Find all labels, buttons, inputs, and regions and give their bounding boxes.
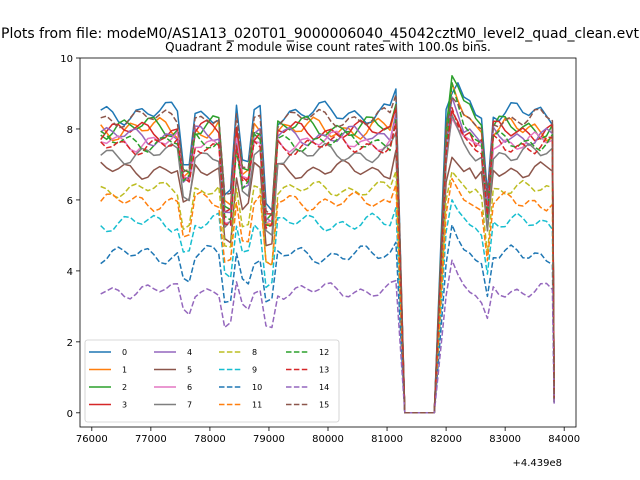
x-tick-label: 79000 [253,434,285,445]
series-line-15 [100,94,555,414]
series-line-7 [100,114,555,414]
y-tick-label: 10 [60,54,73,65]
x-tick-label: 77000 [135,434,167,445]
x-tick-label: 84000 [548,434,580,445]
figure-suptitle: Plots from file: modeM0/AS1A13_020T01_90… [1,26,639,42]
series-line-14 [100,259,555,414]
series-layer [100,74,555,414]
y-tick-label: 0 [67,409,73,420]
series-line-12 [100,82,555,414]
legend-label-15: 15 [319,401,329,410]
legend-label-10: 10 [252,383,262,392]
series-line-13 [100,106,555,414]
legend-label-2: 2 [122,383,127,392]
legend-label-12: 12 [319,348,329,357]
legend-label-7: 7 [187,401,192,410]
y-tick-label: 6 [67,196,73,207]
x-tick-label: 78000 [194,434,226,445]
x-tick-label: 80000 [312,434,344,445]
x-tick-label: 83000 [489,434,521,445]
legend-label-13: 13 [319,366,329,375]
x-offset-label: +4.439e8 [512,458,562,469]
series-line-9 [100,199,555,414]
chart-title: Quadrant 2 module wise count rates with … [165,40,491,54]
series-line-8 [100,170,555,414]
series-line-11 [100,177,555,414]
y-axis: 0 2 4 6 8 10 [60,54,80,420]
legend-label-8: 8 [252,348,257,357]
x-axis: 76000 77000 78000 79000 80000 81000 82000 83000… [76,427,580,445]
legend-frame [84,339,340,423]
legend-label-9: 9 [252,366,257,375]
legend-label-4: 4 [187,348,192,357]
legend-label-0: 0 [122,348,127,357]
x-tick-label: 82000 [430,434,462,445]
legend-label-6: 6 [187,383,192,392]
legend-label-5: 5 [187,366,192,375]
series-line-10 [100,224,555,414]
x-tick-label: 76000 [76,434,108,445]
legend-label-1: 1 [122,366,127,375]
legend-label-3: 3 [122,401,127,410]
legend-label-11: 11 [252,401,262,410]
legend-label-14: 14 [319,383,329,392]
x-tick-label: 81000 [371,434,403,445]
y-tick-label: 2 [67,338,73,349]
y-tick-label: 8 [67,125,73,136]
y-tick-label: 4 [67,267,73,278]
